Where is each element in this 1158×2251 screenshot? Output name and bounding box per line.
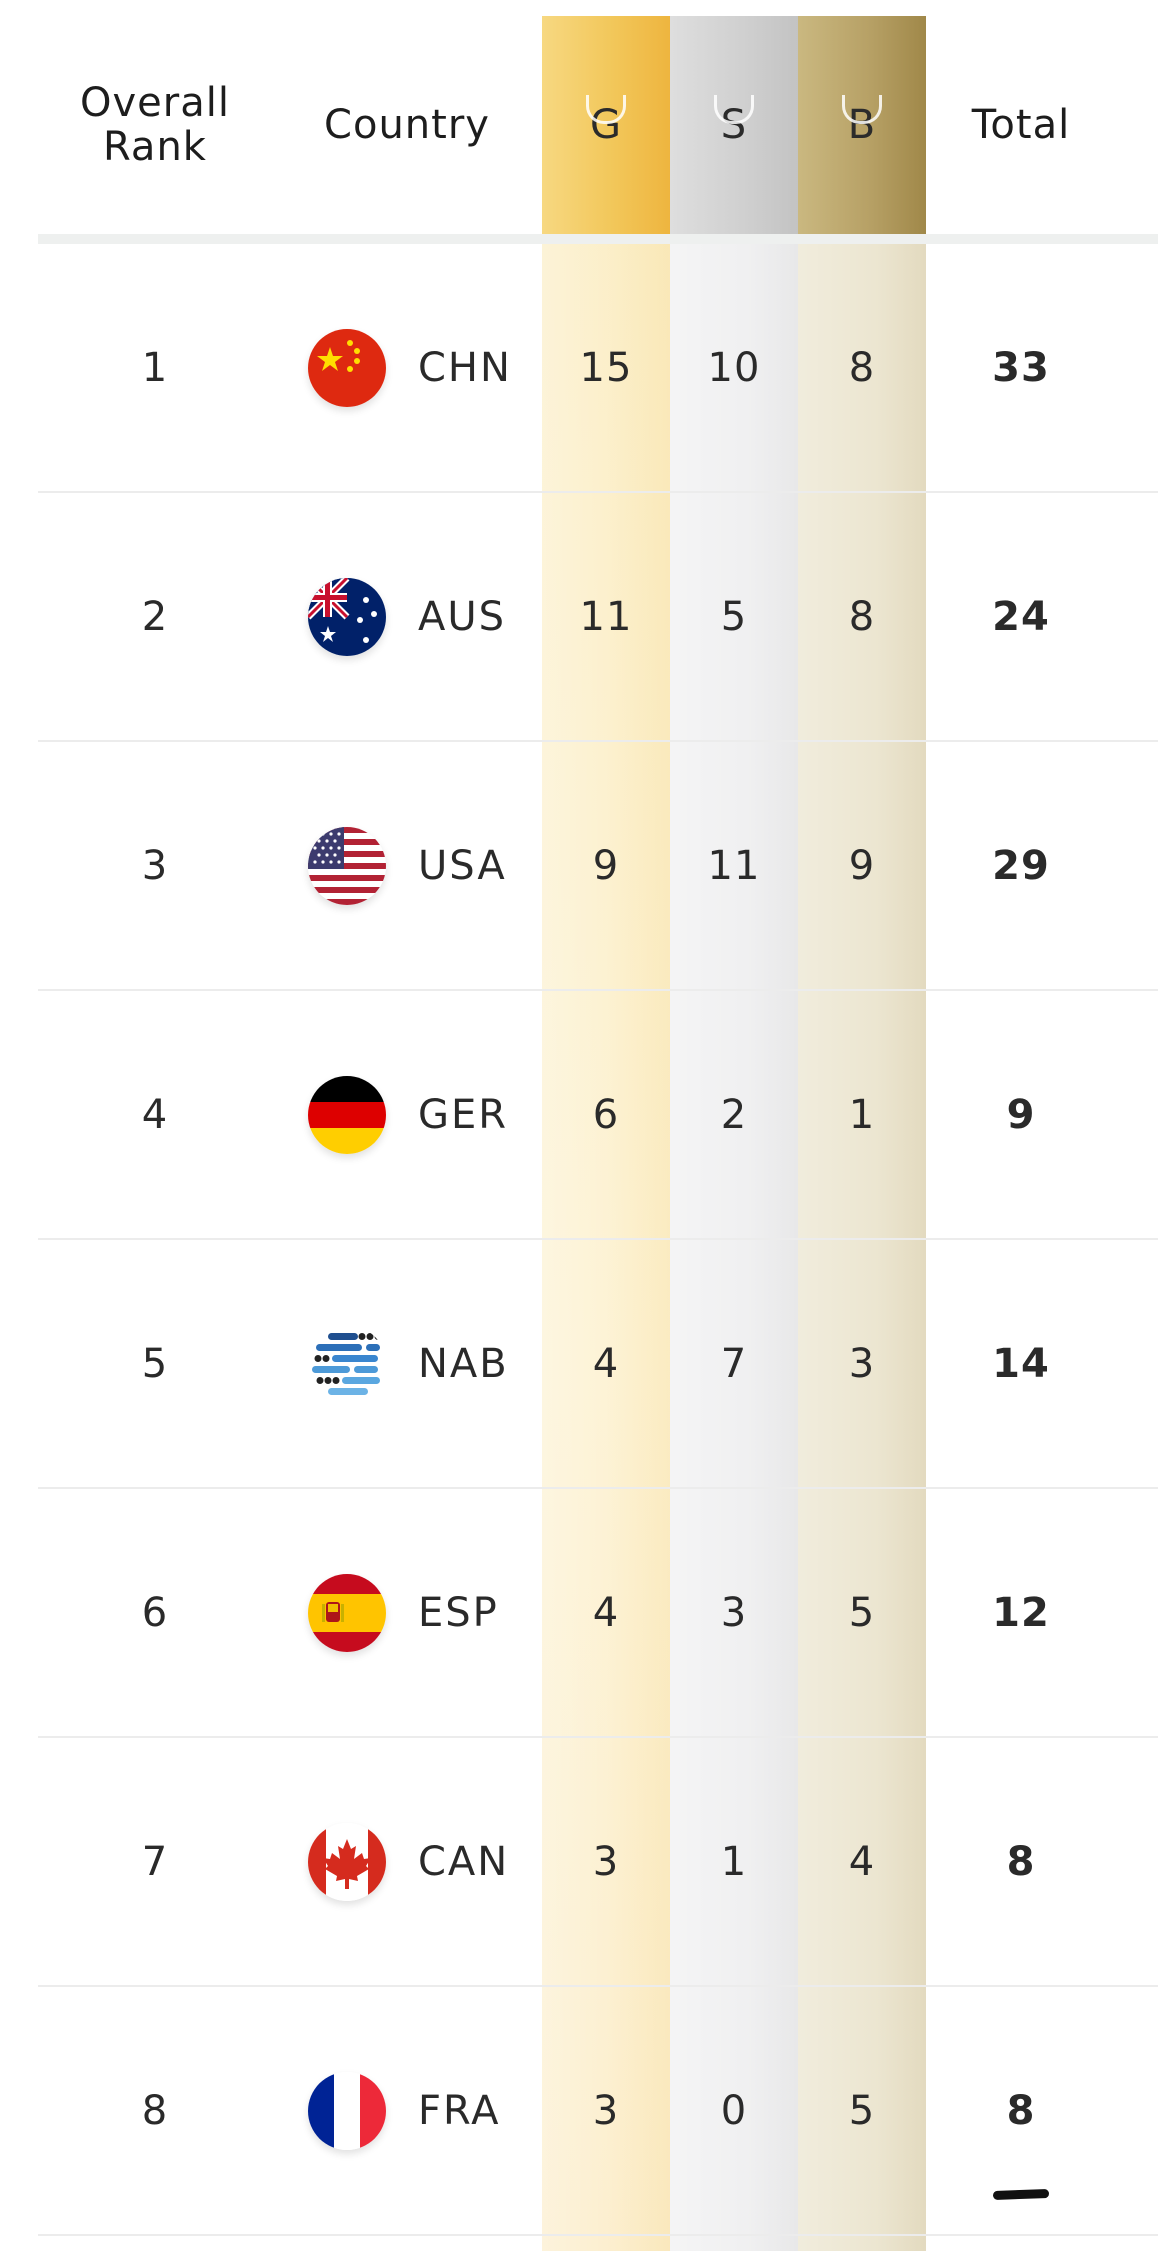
france-flag-icon [308, 2071, 386, 2150]
table-row[interactable]: 7 CAN 3 1 4 8 [38, 1738, 1158, 1987]
country-cell: ESP [272, 1489, 542, 1736]
table-row[interactable]: 6 ESP 4 3 5 12 [38, 1489, 1158, 1738]
total-count: 8 [1006, 1838, 1036, 1885]
country-code: CAN [418, 1838, 510, 1885]
table-row[interactable]: 3 [38, 742, 1158, 991]
rank-cell: 3 [141, 842, 169, 889]
rank-cell: 4 [141, 1091, 169, 1138]
total-count: 8 [1006, 2087, 1036, 2134]
laurel-icon [841, 95, 882, 124]
gold-column-background [542, 16, 670, 2251]
bronze-count: 5 [848, 2087, 876, 2134]
rank-cell: 6 [141, 1589, 169, 1636]
laurel-icon [713, 95, 754, 124]
silver-count: 7 [720, 1340, 748, 1387]
total-count: 12 [992, 1589, 1050, 1636]
table-body: 1 CHN 15 10 8 33 [38, 244, 1158, 2236]
rank-cell: 1 [141, 344, 169, 391]
silver-count: 1 [720, 1838, 748, 1885]
australia-flag-icon [308, 577, 386, 656]
total-count: 9 [1006, 1091, 1036, 1138]
rank-cell: 8 [141, 2087, 169, 2134]
header-gold[interactable]: G [542, 16, 670, 234]
canada-flag-icon [308, 1822, 386, 1901]
country-cell: USA [272, 742, 542, 989]
country-code: NAB [418, 1340, 509, 1387]
country-cell: AUS [272, 493, 542, 740]
bronze-count: 3 [848, 1340, 876, 1387]
header-divider [38, 234, 1158, 244]
gold-count: 3 [592, 1838, 620, 1885]
rank-cell: 7 [141, 1838, 169, 1885]
header-bronze[interactable]: B [798, 16, 926, 234]
header-country[interactable]: Country [324, 102, 490, 148]
silver-count: 0 [720, 2087, 748, 2134]
medal-table: Overall Rank Country G S B Total 1 [38, 16, 1158, 2251]
neutral-athletes-icon [308, 1324, 386, 1403]
table-row[interactable]: 5 [38, 1240, 1158, 1489]
country-cell: CHN [272, 244, 542, 491]
country-code: AUS [418, 593, 507, 640]
bronze-count: 8 [848, 344, 876, 391]
total-count: 24 [992, 593, 1050, 640]
bronze-count: 5 [848, 1589, 876, 1636]
silver-count: 11 [707, 842, 761, 889]
table-row[interactable]: 4 GER 6 2 1 9 [38, 991, 1158, 1240]
gold-count: 9 [592, 842, 620, 889]
gold-count: 6 [592, 1091, 620, 1138]
china-flag-icon [308, 328, 386, 407]
table-row[interactable]: 8 FRA 3 0 5 8 [38, 1987, 1158, 2236]
country-cell: CAN [272, 1738, 542, 1985]
table-header: Overall Rank Country G S B Total [38, 16, 1158, 234]
country-cell: NAB [272, 1240, 542, 1487]
country-code: ESP [418, 1589, 499, 1636]
bronze-count: 8 [848, 593, 876, 640]
total-count: 33 [992, 344, 1050, 391]
bronze-count: 9 [848, 842, 876, 889]
country-code: USA [418, 842, 507, 889]
country-cell: GER [272, 991, 542, 1238]
rank-cell: 5 [141, 1340, 169, 1387]
bronze-column-background [798, 16, 926, 2251]
country-code: FRA [418, 2087, 501, 2134]
gold-count: 11 [579, 593, 633, 640]
header-overall-rank[interactable]: Overall Rank [80, 80, 230, 170]
table-row[interactable]: 1 CHN 15 10 8 33 [38, 244, 1158, 493]
total-count: 29 [992, 842, 1050, 889]
total-count: 14 [992, 1340, 1050, 1387]
header-silver[interactable]: S [670, 16, 798, 234]
silver-count: 5 [720, 593, 748, 640]
usa-flag-icon [308, 826, 386, 905]
gold-count: 15 [579, 344, 633, 391]
spain-flag-icon [308, 1573, 386, 1652]
country-code: GER [418, 1091, 509, 1138]
bronze-count: 4 [848, 1838, 876, 1885]
country-code: CHN [418, 344, 512, 391]
gold-count: 3 [592, 2087, 620, 2134]
gold-count: 4 [592, 1340, 620, 1387]
silver-column-background [670, 16, 798, 2251]
silver-count: 3 [720, 1589, 748, 1636]
silver-count: 10 [707, 344, 761, 391]
header-total[interactable]: Total [971, 102, 1071, 148]
rank-cell: 2 [141, 593, 169, 640]
germany-flag-icon [308, 1075, 386, 1154]
table-row[interactable]: 2 [38, 493, 1158, 742]
silver-count: 2 [720, 1091, 748, 1138]
country-cell: FRA [272, 1987, 542, 2234]
laurel-icon [586, 95, 626, 124]
bronze-count: 1 [848, 1091, 876, 1138]
gold-count: 4 [592, 1589, 620, 1636]
